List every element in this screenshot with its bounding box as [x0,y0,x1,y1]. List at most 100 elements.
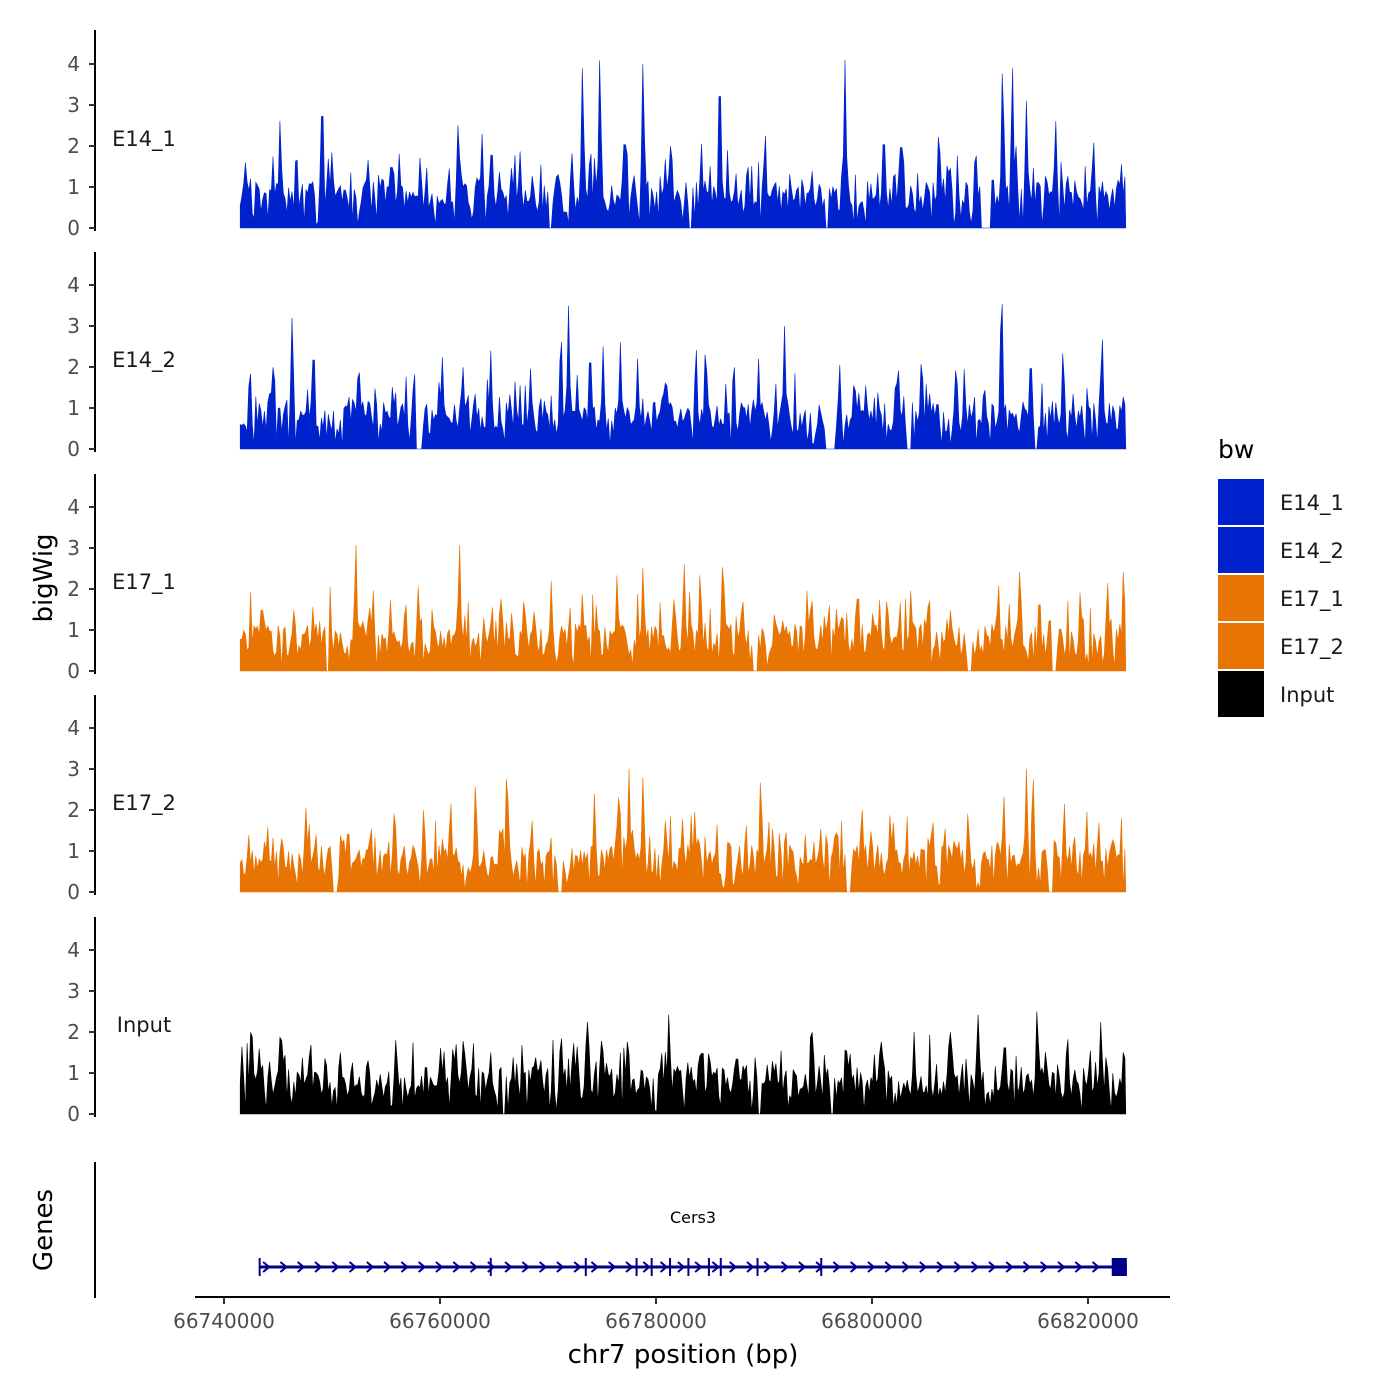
y-tick-label: 3 [67,93,80,117]
y-tick-label: 2 [67,1020,80,1044]
x-tick-label: 66780000 [605,1309,707,1333]
strand-chevron [1005,1261,1014,1273]
x-tick-label: 66740000 [173,1309,275,1333]
x-tick-label: 66760000 [389,1309,491,1333]
track-e14_1: 0 1 2 3 4 E14_1 [67,30,1127,240]
strand-chevron [625,1261,634,1273]
y-tick-label: 1 [67,839,80,863]
legend-label-e17_2: E17_2 [1280,635,1344,660]
strand-chevron [556,1261,565,1273]
strand-chevron [1074,1261,1083,1273]
strand-chevron [297,1261,306,1273]
y-tick-label: 1 [67,396,80,420]
strand-chevron [469,1261,479,1273]
strand-chevron [849,1261,859,1273]
strand-chevron [366,1261,375,1273]
y-tick-label: 4 [67,938,80,962]
y-tick-label: 0 [67,1102,80,1126]
strand-chevron [262,1261,271,1273]
y-tick-label: 2 [67,355,80,379]
signal-area [239,59,1127,229]
genes-track: Genes Cers3 [29,1162,1127,1298]
y-tick-label: 2 [67,134,80,158]
strand-chevron [1091,1261,1101,1273]
signal-area [239,768,1127,893]
x-axis: 66740000 66760000 66780000 66800000 66820000 [173,1296,1170,1333]
y-tick-label: 1 [67,1061,80,1085]
track-label: E14_2 [112,348,176,373]
y-tick-label: 0 [67,437,80,461]
tracks-layer: 0 1 2 3 4 E14_1 0 1 2 3 4 E14_2 0 1 2 3 4 E17_1 0 1 2 3 4 E17_2… [67,30,1127,1126]
strand-chevron [867,1261,876,1273]
strand-chevron [1040,1261,1049,1273]
y-tick-label: 2 [67,798,80,822]
y-tick-label: 0 [67,659,80,683]
legend-label-e14_2: E14_2 [1280,539,1344,564]
strand-chevron [1057,1261,1066,1273]
strand-chevron [746,1261,755,1273]
track-label: E17_2 [112,791,176,816]
y-tick-label: 0 [67,880,80,904]
strand-chevron [711,1261,720,1273]
strand-chevron [642,1261,651,1273]
y-tick-label: 3 [67,979,80,1003]
x-tick-label: 66800000 [821,1309,923,1333]
strand-chevron [953,1261,962,1273]
legend-label-e17_1: E17_1 [1280,587,1344,612]
track-e17_1: 0 1 2 3 4 E17_1 [67,474,1127,683]
strand-chevron [590,1261,600,1273]
strand-chevron [314,1261,323,1273]
y-tick-label: 2 [67,577,80,601]
strand-chevron [435,1261,444,1273]
y-tick-label: 3 [67,314,80,338]
y-tick-label: 3 [67,757,80,781]
strand-chevron [417,1261,427,1273]
strand-chevron [659,1261,669,1273]
y-tick-label: 3 [67,536,80,560]
track-input: 0 1 2 3 4 Input [67,917,1127,1126]
y-tick-label: 4 [67,716,80,740]
legend-label-input: Input [1280,683,1334,707]
legend-key-e14_2 [1218,527,1264,573]
strand-chevron [884,1261,893,1273]
strand-chevron [383,1261,392,1273]
strand-chevron [901,1261,911,1273]
signal-area [239,545,1127,672]
strand-chevron [832,1261,841,1273]
strand-chevron [970,1261,980,1273]
legend-key-e17_2 [1218,623,1264,669]
strand-chevron [677,1261,686,1273]
legend-title: bw [1218,435,1254,464]
strand-chevron [400,1261,409,1273]
strand-chevron [573,1261,582,1273]
legend-key-input [1218,671,1264,717]
x-tick-label: 66820000 [1037,1309,1139,1333]
strand-chevron [279,1261,288,1273]
terminal-exon [1111,1258,1127,1276]
track-label: E17_1 [112,570,176,595]
track-label: Input [117,1013,171,1037]
strand-chevron [521,1261,530,1273]
strand-chevron [538,1261,548,1273]
track-e17_2: 0 1 2 3 4 E17_2 [67,695,1127,904]
strand-chevron [798,1261,807,1273]
legend-key-e14_1 [1218,479,1264,525]
x-axis-title: chr7 position (bp) [568,1340,799,1370]
signal-area [239,304,1127,450]
track-label: E14_1 [112,127,176,152]
strand-chevron [919,1261,928,1273]
legend-label-e14_1: E14_1 [1280,491,1344,516]
strand-chevron [452,1261,461,1273]
y-tick-label: 1 [67,618,80,642]
strand-chevron [608,1261,617,1273]
signal-area [239,1011,1127,1115]
strand-chevron [348,1261,358,1273]
genes-track-title: Genes [29,1189,59,1271]
strand-chevron [936,1261,945,1273]
y-tick-label: 1 [67,175,80,199]
gene-label-cers3: Cers3 [670,1208,716,1227]
strand-chevron [729,1261,738,1273]
strand-chevron [331,1261,340,1273]
strand-chevron [694,1261,703,1273]
strand-chevron [1022,1261,1032,1273]
